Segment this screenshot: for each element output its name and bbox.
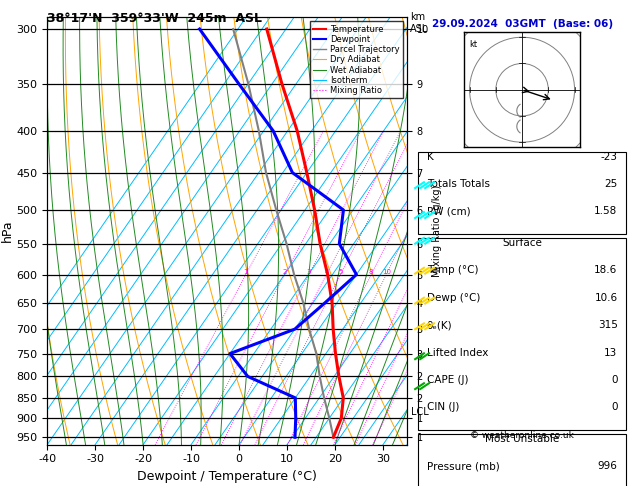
Text: 0: 0 — [611, 375, 618, 385]
X-axis label: Dewpoint / Temperature (°C): Dewpoint / Temperature (°C) — [137, 470, 317, 483]
Text: km
ASL: km ASL — [410, 12, 428, 34]
Text: 3: 3 — [306, 269, 311, 275]
Text: PW (cm): PW (cm) — [426, 207, 470, 216]
Text: 10: 10 — [382, 269, 391, 275]
Text: 4: 4 — [324, 269, 328, 275]
Text: 29.09.2024  03GMT  (Base: 06): 29.09.2024 03GMT (Base: 06) — [431, 19, 613, 29]
Text: -23: -23 — [601, 152, 618, 162]
Text: 2: 2 — [282, 269, 287, 275]
Text: 315: 315 — [598, 320, 618, 330]
Text: CAPE (J): CAPE (J) — [426, 375, 468, 385]
Text: 996: 996 — [598, 461, 618, 471]
Text: © weatheronline.co.uk: © weatheronline.co.uk — [470, 432, 574, 440]
Text: θₑ(K): θₑ(K) — [426, 320, 452, 330]
Text: Dewp (°C): Dewp (°C) — [426, 293, 480, 303]
Text: 1: 1 — [243, 269, 248, 275]
Y-axis label: hPa: hPa — [1, 220, 14, 242]
Bar — [418, 152, 626, 234]
Text: 1.58: 1.58 — [594, 207, 618, 216]
Text: 10.6: 10.6 — [594, 293, 618, 303]
Text: Most Unstable: Most Unstable — [485, 434, 559, 444]
Bar — [418, 238, 626, 430]
Text: 18.6: 18.6 — [594, 265, 618, 276]
Text: 8: 8 — [369, 269, 374, 275]
Bar — [418, 434, 626, 486]
Text: 0: 0 — [611, 402, 618, 412]
Text: Lifted Index: Lifted Index — [426, 347, 488, 358]
Text: 5: 5 — [338, 269, 343, 275]
Text: Temp (°C): Temp (°C) — [426, 265, 478, 276]
Text: 25: 25 — [604, 179, 618, 189]
Text: CIN (J): CIN (J) — [426, 402, 459, 412]
Text: Totals Totals: Totals Totals — [426, 179, 489, 189]
Text: kt: kt — [470, 40, 477, 49]
Text: Surface: Surface — [502, 238, 542, 248]
Legend: Temperature, Dewpoint, Parcel Trajectory, Dry Adiabat, Wet Adiabat, Isotherm, Mi: Temperature, Dewpoint, Parcel Trajectory… — [310, 21, 403, 98]
Text: LCL: LCL — [411, 407, 429, 417]
Y-axis label: Mixing Ratio (g/kg): Mixing Ratio (g/kg) — [431, 185, 442, 277]
Text: K: K — [426, 152, 433, 162]
Text: Pressure (mb): Pressure (mb) — [426, 461, 499, 471]
Text: 38°17'N  359°33'W  245m  ASL: 38°17'N 359°33'W 245m ASL — [47, 12, 262, 25]
Text: 13: 13 — [604, 347, 618, 358]
